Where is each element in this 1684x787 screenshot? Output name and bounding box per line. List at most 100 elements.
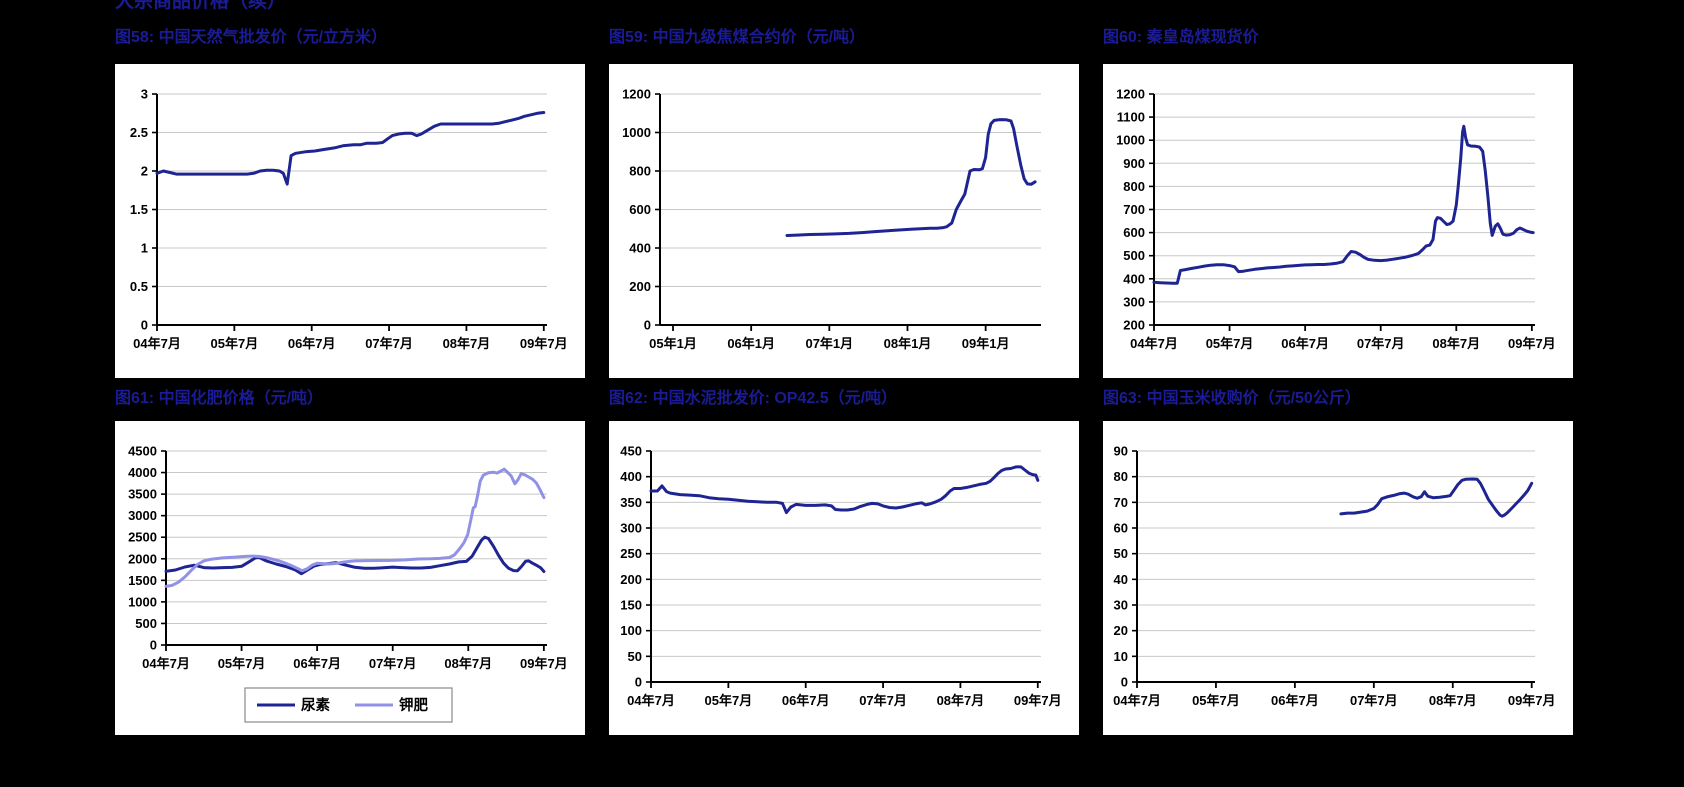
- x-tick-label: 08年7月: [937, 693, 985, 708]
- legend-label-尿素: 尿素: [301, 696, 330, 714]
- chart-title-fig61: 图61: 中国化肥价格（元/吨）: [115, 390, 324, 407]
- y-tick-label: 500: [135, 616, 157, 631]
- x-tick-label: 05年7月: [1192, 693, 1240, 708]
- x-tick-label: 04年7月: [142, 656, 190, 671]
- chart-title-fig63: 图63: 中国玉米收购价（元/50公斤）: [1103, 390, 1361, 407]
- y-tick-label: 700: [1123, 202, 1145, 217]
- x-tick-label: 08年7月: [1432, 336, 1480, 351]
- chart-canvas-fig62: 0 50 100 150 200 250 300 350 400 450 04年7月 05年7月 06年…: [620, 444, 1061, 709]
- x-tick-label: 09年7月: [1508, 693, 1556, 708]
- y-tick-label: 4500: [128, 444, 157, 459]
- chart-canvas-fig60: 200 300 400 500 600 700 800 900 1000 1100 1200 04年7…: [1116, 87, 1556, 352]
- x-tick-label: 05年7月: [211, 336, 259, 351]
- x-tick-label: 05年1月: [649, 336, 697, 351]
- x-tick-label: 05年7月: [705, 693, 753, 708]
- x-tick-label: 07年1月: [805, 336, 853, 351]
- chart-panel-fig63: 0 10 20 30 40 50 60 70 80 90 04年7月 05年7月 06年7月 07年7月 0…: [1103, 421, 1573, 735]
- x-tick-label: 06年1月: [727, 336, 775, 351]
- y-tick-label: 400: [629, 241, 651, 256]
- y-tick-label: 0: [150, 638, 157, 653]
- series-line-0: [1152, 124, 1535, 285]
- x-tick-label: 08年1月: [884, 336, 932, 351]
- y-tick-label: 0.5: [130, 279, 148, 294]
- chart-canvas-fig61: 0 500 1000 1500 2000 2500 3000 3500 4000 4500 04年7…: [128, 444, 568, 723]
- y-tick-label: 1200: [622, 87, 651, 102]
- chart-block-fig59: 图59: 中国九级焦煤合约价（元/吨） 0 200 400 600 800 1000 120…: [609, 27, 1079, 378]
- y-tick-label: 1500: [128, 573, 157, 588]
- y-tick-label: 100: [620, 623, 642, 638]
- y-tick-label: 200: [629, 279, 651, 294]
- y-tick-label: 60: [1114, 521, 1128, 536]
- series-line-0: [785, 118, 1037, 237]
- y-tick-label: 2500: [128, 530, 157, 545]
- y-tick-label: 800: [629, 164, 651, 179]
- chart-panel-fig60: 200 300 400 500 600 700 800 900 1000 1100 1200 04年7…: [1103, 64, 1573, 378]
- y-tick-label: 1200: [1116, 87, 1145, 102]
- series-line-0: [1339, 477, 1534, 518]
- x-tick-label: 04年7月: [1130, 336, 1178, 351]
- chart-panel-fig62: 0 50 100 150 200 250 300 350 400 450 04年7月 05年7月 06年…: [609, 421, 1079, 735]
- y-tick-label: 0: [644, 318, 651, 333]
- y-tick-label: 2: [141, 164, 148, 179]
- x-tick-label: 06年7月: [293, 656, 341, 671]
- x-tick-label: 05年7月: [1206, 336, 1254, 351]
- y-tick-label: 300: [1123, 294, 1145, 309]
- chart-panel-fig59: 0 200 400 600 800 1000 1200 05年1月 06年1月 07年1月 08年1…: [609, 64, 1079, 378]
- y-tick-label: 400: [1123, 271, 1145, 286]
- y-tick-label: 1000: [128, 594, 157, 609]
- x-tick-label: 09年1月: [962, 336, 1010, 351]
- x-tick-label: 07年7月: [1350, 693, 1398, 708]
- chart-block-fig58: 图58: 中国天然气批发价（元/立方米） 0 0.5 1 1.5 2 2.5 3 04年7月 0…: [115, 27, 585, 378]
- y-tick-label: 500: [1123, 248, 1145, 263]
- y-tick-label: 3: [141, 87, 148, 102]
- y-tick-label: 0: [1121, 675, 1128, 690]
- x-tick-label: 06年7月: [782, 693, 830, 708]
- x-tick-label: 06年7月: [288, 336, 336, 351]
- x-tick-label: 09年7月: [1508, 336, 1556, 351]
- y-tick-label: 400: [620, 469, 642, 484]
- y-tick-label: 300: [620, 521, 642, 536]
- series-line-尿素: [164, 535, 546, 576]
- chart-title-fig58: 图58: 中国天然气批发价（元/立方米）: [115, 29, 388, 46]
- x-tick-label: 04年7月: [627, 693, 675, 708]
- y-tick-label: 350: [620, 495, 642, 510]
- x-tick-label: 07年7月: [365, 336, 413, 351]
- y-tick-label: 150: [620, 598, 642, 613]
- y-tick-label: 600: [629, 202, 651, 217]
- x-tick-label: 06年7月: [1281, 336, 1329, 351]
- y-tick-label: 3500: [128, 487, 157, 502]
- section-heading-clipped: 大宗商品价格（续）: [115, 0, 715, 10]
- y-tick-label: 0: [141, 318, 148, 333]
- y-tick-label: 40: [1114, 572, 1128, 587]
- section-heading-text: 大宗商品价格（续）: [115, 0, 715, 10]
- x-tick-label: 09年7月: [520, 336, 568, 351]
- x-tick-label: 06年7月: [1271, 693, 1319, 708]
- y-tick-label: 200: [1123, 318, 1145, 333]
- y-tick-label: 50: [1114, 546, 1128, 561]
- y-tick-label: 600: [1123, 225, 1145, 240]
- x-tick-label: 04年7月: [1113, 693, 1161, 708]
- y-tick-label: 50: [628, 649, 642, 664]
- x-tick-label: 07年7月: [1357, 336, 1405, 351]
- chart-block-fig62: 图62: 中国水泥批发价: OP42.5（元/吨） 0 50 100 150 200 25…: [609, 388, 1079, 735]
- y-tick-label: 0: [635, 675, 642, 690]
- x-tick-label: 08年7月: [1429, 693, 1477, 708]
- y-tick-label: 20: [1114, 623, 1128, 638]
- y-tick-label: 30: [1114, 598, 1128, 613]
- y-tick-label: 2.5: [130, 125, 148, 140]
- x-tick-label: 08年7月: [444, 656, 492, 671]
- chart-title-fig60: 图60: 秦皇岛煤现货价: [1103, 29, 1259, 46]
- chart-title-fig62: 图62: 中国水泥批发价: OP42.5（元/吨）: [609, 390, 898, 407]
- series-line-0: [155, 111, 546, 186]
- y-tick-label: 70: [1114, 495, 1128, 510]
- chart-panel-fig61: 0 500 1000 1500 2000 2500 3000 3500 4000 4500 04年7…: [115, 421, 585, 735]
- x-tick-label: 04年7月: [133, 336, 181, 351]
- y-tick-label: 450: [620, 444, 642, 459]
- x-tick-label: 05年7月: [218, 656, 266, 671]
- chart-block-fig63: 图63: 中国玉米收购价（元/50公斤） 0 10 20 30 40 50 60 70 80 90…: [1103, 388, 1573, 735]
- y-tick-label: 1000: [1116, 133, 1145, 148]
- chart-block-fig61: 图61: 中国化肥价格（元/吨） 0 500 1000 1500 2000 2500 300…: [115, 388, 585, 735]
- y-tick-label: 10: [1114, 649, 1128, 664]
- chart-canvas-fig58: 0 0.5 1 1.5 2 2.5 3 04年7月 05年7月 06年7月 07年7月 08年7月 09…: [130, 87, 568, 352]
